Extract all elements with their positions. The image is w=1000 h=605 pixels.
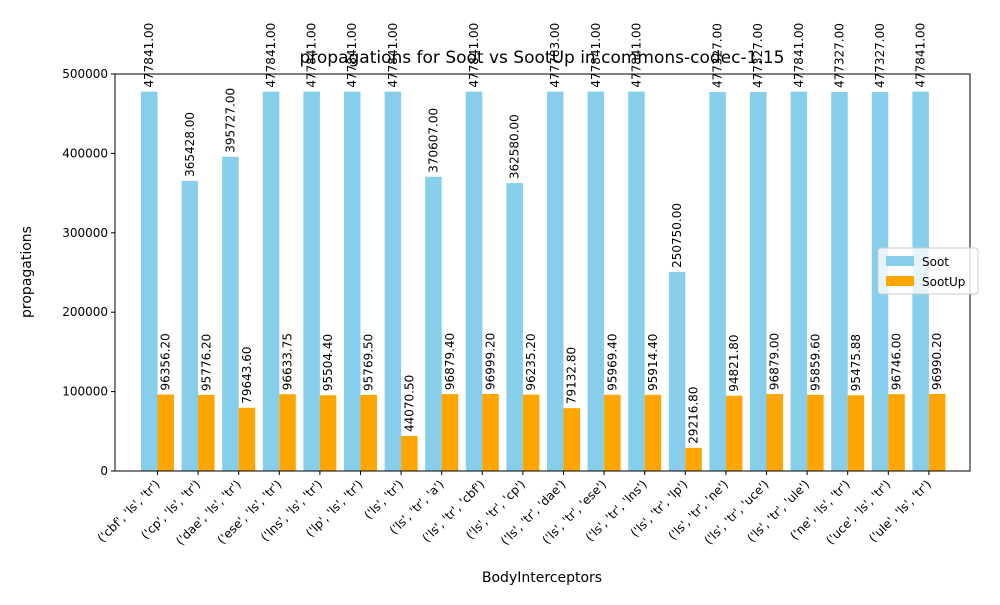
- legend-label-0: Soot: [922, 255, 949, 269]
- legend: Soot SootUp: [877, 247, 979, 295]
- soot-value-label-12: 477841.00: [629, 23, 643, 88]
- sootup-bar-9: [522, 394, 540, 471]
- sootup-bar-8: [482, 393, 499, 471]
- bars-layer: [141, 91, 946, 472]
- sootup-value-label-13: 29216.80: [687, 387, 701, 444]
- sootup-value-label-5: 95769.50: [362, 334, 376, 391]
- sootup-bar-5: [360, 394, 377, 471]
- sootup-bar-16: [807, 394, 824, 471]
- soot-value-label-15: 477327.00: [751, 23, 765, 88]
- soot-value-label-16: 477841.00: [792, 23, 806, 88]
- soot-bar-0: [141, 91, 158, 472]
- legend-swatch-1: [886, 276, 914, 286]
- soot-value-label-19: 477841.00: [914, 23, 928, 88]
- sootup-value-label-7: 96879.40: [443, 333, 457, 390]
- sootup-value-label-14: 94821.80: [727, 334, 741, 391]
- soot-value-label-9: 362580.00: [508, 114, 522, 179]
- soot-bar-14: [709, 92, 726, 471]
- soot-value-label-7: 370607.00: [426, 108, 440, 173]
- soot-value-label-6: 477841.00: [386, 23, 400, 88]
- sootup-value-label-4: 95504.40: [321, 334, 335, 391]
- sootup-value-label-15: 96879.00: [768, 333, 782, 390]
- chart-title: propagations for Soot vs SootUp in commo…: [300, 48, 785, 68]
- soot-value-label-8: 477841.00: [467, 23, 481, 88]
- soot-value-label-18: 477327.00: [873, 23, 887, 88]
- sootup-value-label-0: 96356.20: [159, 333, 173, 390]
- sootup-bar-6: [401, 436, 418, 471]
- sootup-bar-7: [441, 394, 459, 471]
- soot-value-label-2: 395727.00: [223, 88, 237, 153]
- soot-value-label-5: 477841.00: [345, 23, 359, 88]
- sootup-bar-13: [685, 447, 702, 471]
- legend-label-1: SootUp: [922, 275, 965, 289]
- y-axis-title: propagations: [19, 226, 35, 318]
- y-tick-label-0: 0: [100, 464, 108, 478]
- sootup-bar-0: [157, 394, 174, 471]
- soot-bar-8: [465, 91, 483, 472]
- soot-bar-15: [750, 92, 767, 471]
- y-tick-label-1: 100000: [62, 385, 108, 399]
- sootup-value-label-2: 79643.60: [240, 346, 254, 403]
- soot-value-label-14: 477327.00: [711, 23, 725, 88]
- soot-bar-3: [262, 91, 280, 472]
- sootup-value-label-18: 96746.00: [890, 333, 904, 390]
- sootup-bar-15: [766, 394, 783, 471]
- sootup-value-label-19: 96990.20: [930, 333, 944, 390]
- y-tick-label-5: 500000: [62, 67, 108, 81]
- y-tick-label-2: 200000: [62, 305, 108, 319]
- sootup-bar-18: [888, 394, 905, 471]
- soot-value-label-3: 477841.00: [264, 23, 278, 88]
- soot-bar-5: [344, 91, 361, 472]
- y-tick-label-3: 300000: [62, 226, 108, 240]
- y-tick-label-4: 400000: [62, 146, 108, 160]
- soot-bar-10: [547, 91, 564, 472]
- sootup-bar-3: [279, 394, 296, 471]
- soot-bar-4: [303, 91, 320, 472]
- soot-bar-17: [831, 92, 848, 471]
- soot-value-label-4: 477841.00: [305, 23, 319, 88]
- soot-bar-1: [181, 180, 199, 472]
- soot-bar-6: [384, 91, 402, 472]
- soot-value-label-11: 477841.00: [589, 23, 603, 88]
- sootup-bar-11: [604, 394, 621, 471]
- sootup-bar-10: [563, 408, 580, 471]
- sootup-value-label-10: 79132.80: [565, 347, 579, 404]
- sootup-bar-4: [319, 395, 337, 471]
- sootup-bar-2: [238, 407, 256, 471]
- sootup-value-label-6: 44070.50: [402, 375, 416, 432]
- soot-bar-11: [587, 91, 605, 472]
- sootup-bar-17: [847, 395, 865, 471]
- soot-value-label-10: 477783.00: [548, 23, 562, 88]
- sootup-value-label-17: 95475.88: [849, 334, 863, 391]
- soot-bar-13: [668, 271, 686, 471]
- sootup-value-label-8: 96999.20: [484, 333, 498, 390]
- soot-bar-12: [628, 91, 645, 472]
- sootup-value-label-16: 95859.60: [808, 334, 822, 391]
- data-labels-layer: 477841.00 365428.00 395727.00 477841.00 4778…: [142, 23, 944, 444]
- sootup-bar-14: [725, 395, 743, 471]
- soot-bar-16: [790, 91, 808, 472]
- sootup-value-label-9: 96235.20: [524, 333, 538, 390]
- soot-value-label-0: 477841.00: [142, 23, 156, 88]
- sootup-value-label-12: 95914.40: [646, 334, 660, 391]
- sootup-bar-12: [644, 394, 662, 471]
- soot-bar-7: [425, 176, 442, 471]
- sootup-value-label-11: 95969.40: [605, 334, 619, 391]
- x-axis-title: BodyInterceptors: [482, 570, 602, 586]
- sootup-value-label-1: 95776.20: [199, 334, 213, 391]
- soot-value-label-13: 250750.00: [670, 203, 684, 268]
- sootup-value-label-3: 96633.75: [281, 333, 295, 390]
- legend-swatch-0: [886, 256, 914, 266]
- soot-bar-9: [506, 183, 523, 471]
- sootup-bar-1: [198, 394, 215, 471]
- soot-bar-2: [222, 156, 239, 471]
- soot-value-label-17: 477327.00: [832, 23, 846, 88]
- sootup-bar-19: [928, 393, 946, 471]
- soot-value-label-1: 365428.00: [183, 112, 197, 177]
